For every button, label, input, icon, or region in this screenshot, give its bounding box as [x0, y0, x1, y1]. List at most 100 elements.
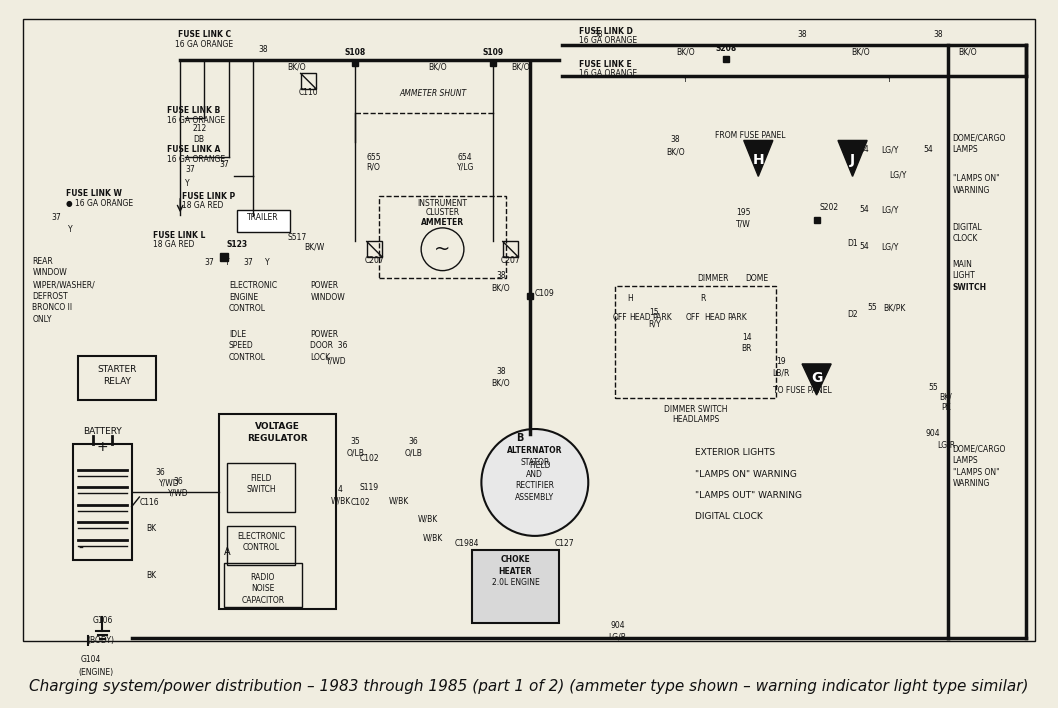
Text: ONLY: ONLY	[33, 315, 52, 324]
Text: 655: 655	[367, 153, 381, 162]
Bar	[226, 526, 295, 565]
Bar	[219, 414, 335, 609]
Text: 55: 55	[868, 304, 877, 312]
Text: 16 GA ORANGE: 16 GA ORANGE	[579, 36, 637, 45]
Text: R/O: R/O	[367, 163, 381, 171]
Text: BK/O: BK/O	[851, 48, 870, 57]
Text: 38: 38	[933, 30, 943, 40]
Text: LAMPS: LAMPS	[952, 145, 979, 154]
Text: FROM FUSE PANEL: FROM FUSE PANEL	[714, 130, 785, 139]
Text: W/BK: W/BK	[388, 497, 409, 506]
Text: -: -	[78, 542, 83, 555]
Text: 38: 38	[258, 45, 268, 54]
Text: C116: C116	[140, 498, 159, 507]
Text: REAR: REAR	[33, 257, 53, 266]
Text: 18 GA RED: 18 GA RED	[182, 202, 223, 210]
Text: ALTERNATOR: ALTERNATOR	[507, 446, 563, 455]
Text: LG/Y: LG/Y	[881, 242, 898, 251]
Text: FIELD: FIELD	[250, 474, 272, 483]
Text: LG/Y: LG/Y	[881, 145, 898, 154]
Text: 54: 54	[859, 205, 869, 215]
Text: 654: 654	[457, 153, 472, 162]
Text: BATTERY: BATTERY	[84, 427, 122, 436]
Bar	[224, 563, 302, 607]
Text: BR: BR	[742, 344, 752, 353]
Text: 54: 54	[859, 145, 869, 154]
Text: Y: Y	[185, 179, 189, 188]
Text: 37: 37	[219, 160, 229, 169]
Text: DOME: DOME	[745, 274, 768, 283]
Text: BK/O: BK/O	[667, 147, 685, 156]
Text: 16 GA ORANGE: 16 GA ORANGE	[166, 155, 224, 164]
Text: W/BK: W/BK	[418, 514, 438, 523]
Text: FUSE LINK W: FUSE LINK W	[66, 189, 122, 198]
Text: C127: C127	[554, 539, 573, 547]
Text: BK/W: BK/W	[305, 242, 325, 251]
Text: "LAMPS ON": "LAMPS ON"	[952, 174, 999, 183]
Text: STARTER: STARTER	[97, 365, 136, 374]
Text: 36: 36	[156, 468, 166, 476]
Text: "LAMPS OUT" WARNING: "LAMPS OUT" WARNING	[695, 491, 802, 500]
Text: 38: 38	[496, 271, 506, 280]
Text: 37: 37	[243, 258, 253, 267]
Bar	[226, 463, 295, 512]
Text: INSTRUMENT: INSTRUMENT	[418, 198, 468, 207]
Text: 38: 38	[594, 30, 603, 40]
Text: S109: S109	[482, 48, 504, 57]
Text: LG/R: LG/R	[608, 633, 626, 642]
Text: G: G	[810, 370, 822, 384]
Bar	[300, 74, 316, 89]
Text: R/Y: R/Y	[649, 320, 660, 329]
Text: TRAILER: TRAILER	[247, 213, 278, 222]
Text: 4: 4	[339, 485, 343, 494]
Text: S123: S123	[226, 240, 248, 249]
Text: 904: 904	[926, 429, 941, 438]
Text: ~: ~	[435, 240, 451, 258]
Text: 16 GA ORANGE: 16 GA ORANGE	[166, 116, 224, 125]
Text: RECTIFIER: RECTIFIER	[515, 481, 554, 490]
Text: C109: C109	[535, 289, 554, 298]
Text: SWITCH: SWITCH	[247, 485, 276, 494]
Text: STATOR: STATOR	[521, 458, 549, 467]
Text: DOME/CARGO: DOME/CARGO	[952, 445, 1006, 453]
Text: WARNING: WARNING	[952, 186, 990, 195]
Text: DB: DB	[193, 135, 204, 144]
Text: OFF: OFF	[686, 313, 700, 322]
Text: LB/R: LB/R	[772, 369, 789, 377]
Text: WIPER/WASHER/: WIPER/WASHER/	[33, 280, 95, 289]
Text: BK/O: BK/O	[676, 48, 695, 57]
Text: A: A	[224, 547, 231, 557]
Text: RADIO: RADIO	[251, 573, 275, 581]
Text: H: H	[627, 294, 633, 303]
Text: CONTROL: CONTROL	[229, 304, 266, 314]
Text: 212: 212	[193, 124, 207, 132]
Text: SWITCH: SWITCH	[952, 283, 987, 292]
Text: DIGITAL: DIGITAL	[952, 223, 983, 232]
Text: FUSE LINK P: FUSE LINK P	[182, 192, 235, 201]
Text: AMMETER SHUNT: AMMETER SHUNT	[399, 88, 467, 98]
Text: BK/O: BK/O	[428, 62, 446, 72]
Bar	[78, 356, 156, 400]
Text: C207: C207	[500, 256, 521, 265]
Text: Y/WD: Y/WD	[168, 488, 188, 497]
Text: BK/O: BK/O	[511, 62, 530, 72]
Text: O/LB: O/LB	[404, 448, 422, 457]
Text: 16 GA ORANGE: 16 GA ORANGE	[579, 69, 637, 79]
Text: T/W: T/W	[736, 220, 751, 229]
Text: 36: 36	[408, 437, 418, 445]
Text: LG/Y: LG/Y	[890, 171, 907, 179]
Text: DEFROST: DEFROST	[33, 292, 68, 301]
Text: G104: G104	[81, 655, 102, 664]
Text: VOLTAGE: VOLTAGE	[255, 422, 299, 431]
Text: WARNING: WARNING	[952, 479, 990, 489]
Text: ELECTRONIC: ELECTRONIC	[237, 532, 285, 541]
Text: IDLE: IDLE	[229, 330, 245, 338]
Text: "LAMPS ON" WARNING: "LAMPS ON" WARNING	[695, 469, 797, 479]
Text: FUSE LINK D: FUSE LINK D	[579, 27, 633, 35]
Text: D2: D2	[847, 310, 858, 319]
Bar	[380, 196, 506, 278]
Text: 38: 38	[798, 30, 807, 40]
Text: B: B	[516, 433, 524, 442]
Text: FUSE LINK C: FUSE LINK C	[178, 30, 231, 40]
Text: RELAY: RELAY	[103, 377, 131, 386]
